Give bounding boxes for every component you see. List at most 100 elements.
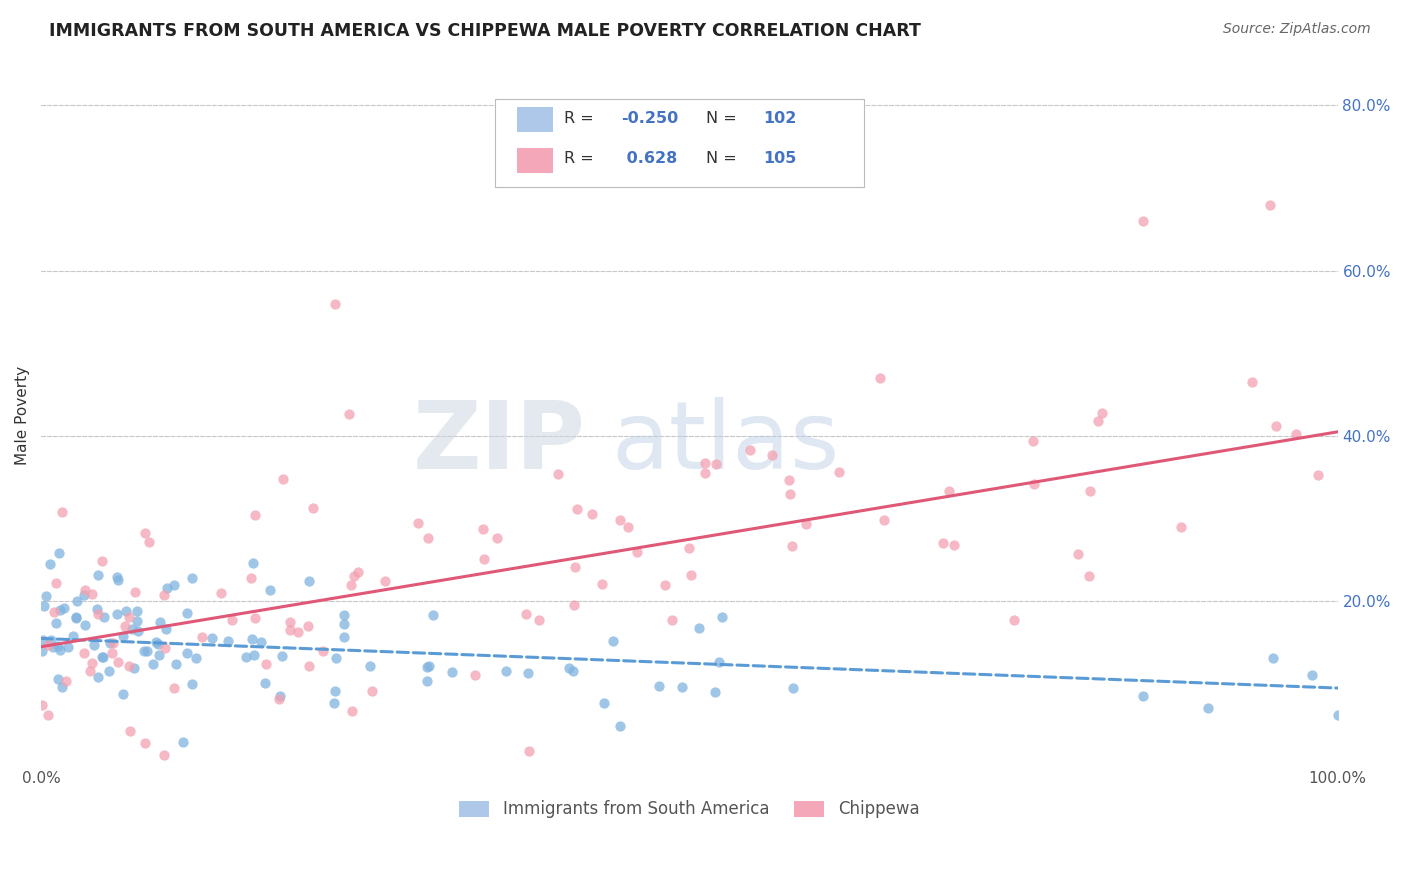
Point <box>671 680 693 694</box>
Point <box>58 640 80 654</box>
Point <box>780 539 803 553</box>
Point <box>1132 214 1154 228</box>
Point <box>333 607 356 622</box>
Point <box>558 661 581 675</box>
Point <box>1285 427 1308 442</box>
Point <box>105 569 128 583</box>
Point <box>190 630 212 644</box>
Point <box>98 636 121 650</box>
Point <box>132 644 155 658</box>
Point <box>1067 547 1090 561</box>
Point <box>592 577 614 591</box>
Point <box>1091 407 1114 421</box>
Point <box>253 676 276 690</box>
Point <box>325 651 347 665</box>
Point <box>91 649 114 664</box>
Point <box>1170 519 1192 533</box>
Point <box>155 582 177 596</box>
Point <box>87 670 110 684</box>
Point <box>1240 375 1263 389</box>
Point <box>118 723 141 738</box>
Point <box>323 683 346 698</box>
Point <box>55 674 77 689</box>
Point <box>515 607 537 621</box>
Point <box>73 582 96 597</box>
Point <box>359 659 381 673</box>
Point <box>486 531 509 545</box>
Point <box>239 571 262 585</box>
Point <box>1087 414 1109 428</box>
Point <box>62 629 84 643</box>
Point <box>325 297 347 311</box>
Text: N =: N = <box>706 152 742 167</box>
Point <box>32 632 55 647</box>
FancyBboxPatch shape <box>517 107 553 132</box>
Point <box>1080 484 1102 499</box>
Point <box>1301 668 1323 682</box>
Point <box>112 687 135 701</box>
Point <box>360 683 382 698</box>
Point <box>593 696 616 710</box>
Point <box>176 646 198 660</box>
Text: atlas: atlas <box>612 398 839 490</box>
Point <box>91 650 114 665</box>
Point <box>440 665 463 680</box>
Point <box>1261 651 1284 665</box>
Point <box>464 668 486 682</box>
Point <box>779 487 801 501</box>
Point <box>105 607 128 621</box>
Point <box>337 408 360 422</box>
Text: -0.250: -0.250 <box>620 111 678 126</box>
Point <box>114 619 136 633</box>
Point <box>152 588 174 602</box>
Point <box>710 610 733 624</box>
Point <box>1265 418 1288 433</box>
Point <box>302 500 325 515</box>
Point <box>46 639 69 653</box>
Point <box>267 691 290 706</box>
Point <box>138 535 160 549</box>
Point <box>45 576 67 591</box>
Point <box>209 586 232 600</box>
Point <box>80 656 103 670</box>
Point <box>271 472 294 486</box>
Point <box>87 568 110 582</box>
Point <box>42 640 65 655</box>
Point <box>495 665 517 679</box>
Point <box>44 605 66 619</box>
Point <box>73 588 96 602</box>
Point <box>661 614 683 628</box>
Point <box>678 541 700 556</box>
Point <box>243 508 266 522</box>
Text: IMMIGRANTS FROM SOUTH AMERICA VS CHIPPEWA MALE POVERTY CORRELATION CHART: IMMIGRANTS FROM SOUTH AMERICA VS CHIPPEW… <box>49 22 921 40</box>
Point <box>37 708 59 723</box>
Point <box>704 685 727 699</box>
Point <box>242 556 264 570</box>
Text: Source: ZipAtlas.com: Source: ZipAtlas.com <box>1223 22 1371 37</box>
Point <box>1197 701 1219 715</box>
Text: R =: R = <box>564 152 599 167</box>
Point <box>626 545 648 559</box>
Point <box>124 584 146 599</box>
Point <box>1022 434 1045 449</box>
Point <box>37 638 59 652</box>
Point <box>298 574 321 588</box>
Point <box>938 483 960 498</box>
Point <box>418 531 440 545</box>
Point <box>647 679 669 693</box>
Y-axis label: Male Poverty: Male Poverty <box>15 366 30 465</box>
Point <box>146 636 169 650</box>
Point <box>103 636 125 650</box>
Point <box>278 623 301 637</box>
Point <box>245 611 267 625</box>
Point <box>180 571 202 585</box>
Point <box>127 624 149 638</box>
Point <box>828 466 851 480</box>
Point <box>165 657 187 672</box>
Point <box>873 513 896 527</box>
Point <box>112 629 135 643</box>
Point <box>172 735 194 749</box>
Point <box>322 696 344 710</box>
Point <box>31 698 53 713</box>
Point <box>340 578 363 592</box>
